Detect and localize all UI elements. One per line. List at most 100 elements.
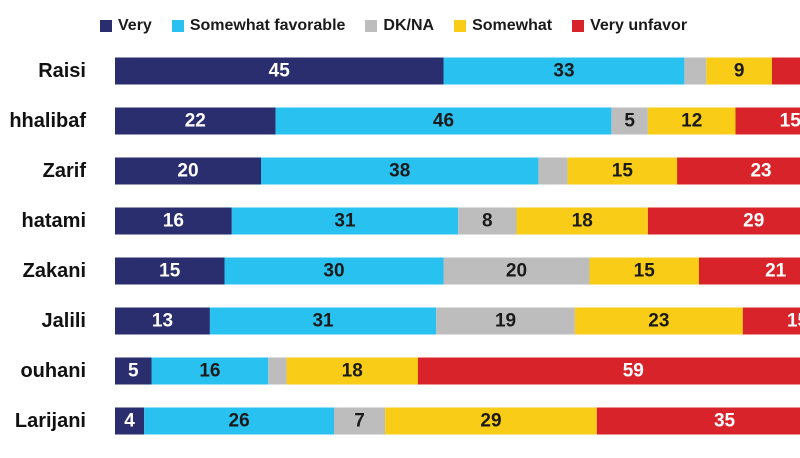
bar-zakani-dk-na <box>443 257 590 285</box>
bar-raisi-somewhat-favorable <box>443 57 685 85</box>
legend-swatch-somewhat-favorable <box>171 20 184 32</box>
value-label-zakani-very-unfavor: 21 <box>765 261 787 282</box>
bar-raisi-very <box>115 57 444 85</box>
value-label-zarif-somewhat: 15 <box>612 161 634 182</box>
legend-swatch-dk-na <box>365 20 378 32</box>
bar-hhalibaf-somewhat <box>647 107 736 135</box>
bar-ouhani-somewhat <box>286 357 418 385</box>
legend-label-very: Very <box>118 17 152 34</box>
bar-raisi-dk-na <box>684 57 707 85</box>
value-label-hhalibaf-dk-na: 5 <box>624 111 635 132</box>
bar-zakani-very <box>115 257 225 285</box>
category-label-larijani: Larijani <box>15 410 86 432</box>
value-label-hatami-dk-na: 8 <box>482 211 493 232</box>
bar-larijani-somewhat-favorable <box>144 407 334 435</box>
bar-zarif-somewhat <box>567 157 678 185</box>
value-label-hhalibaf-very-unfavor: 15 <box>780 111 800 132</box>
bar-hatami-somewhat <box>516 207 648 235</box>
bar-zakani-somewhat-favorable <box>224 257 444 285</box>
value-label-ouhani-somewhat: 18 <box>342 361 363 382</box>
legend-item-very: Very <box>100 17 152 35</box>
bar-hatami-very-unfavor <box>647 207 800 235</box>
value-label-hhalibaf-very: 22 <box>185 111 206 132</box>
category-label-hatami: hatami <box>22 210 86 232</box>
bar-larijani-somewhat <box>385 407 597 435</box>
bar-raisi-somewhat <box>706 57 772 85</box>
bar-jalili-dk-na <box>436 307 575 335</box>
legend-label-dk-na: DK/NA <box>383 17 435 34</box>
bar-jalili-somewhat <box>574 307 743 335</box>
value-label-jalili-very: 13 <box>152 311 173 332</box>
legend-item-very-unfavor: Very unfavor <box>572 17 687 35</box>
bar-zakani-somewhat <box>589 257 699 285</box>
bar-ouhani-very-unfavor <box>417 357 800 385</box>
category-label-raisi: Raisi <box>38 60 86 82</box>
value-label-ouhani-very-unfavor: 59 <box>623 361 644 382</box>
category-label-zarif: Zarif <box>43 160 87 182</box>
bar-hatami-very <box>115 207 232 235</box>
value-label-hatami-somewhat: 18 <box>572 211 593 232</box>
value-label-raisi-somewhat-favorable: 33 <box>553 61 574 82</box>
value-label-zakani-somewhat-favorable: 30 <box>323 261 344 282</box>
category-label-ouhani: ouhani <box>20 360 86 382</box>
value-label-zakani-somewhat: 15 <box>634 261 656 282</box>
bar-hhalibaf-somewhat-favorable <box>275 107 612 135</box>
bar-raisi-very-unfavor <box>772 57 800 85</box>
bar-hhalibaf-very-unfavor <box>735 107 800 135</box>
legend-item-somewhat-favorable: Somewhat favorable <box>171 17 346 35</box>
value-label-jalili-dk-na: 19 <box>495 311 516 332</box>
category-label-hhalibaf: hhalibaf <box>9 110 86 132</box>
value-label-ouhani-very: 5 <box>128 361 139 382</box>
legend-swatch-very-unfavor <box>572 20 585 32</box>
category-label-jalili: Jalili <box>42 310 86 332</box>
legend-swatch-somewhat <box>454 20 467 32</box>
value-label-larijani-dk-na: 7 <box>354 411 365 432</box>
value-label-jalili-somewhat-favorable: 31 <box>312 311 334 332</box>
bar-larijani-very-unfavor <box>596 407 800 435</box>
value-label-hatami-somewhat-favorable: 31 <box>334 211 356 232</box>
value-label-raisi-somewhat: 9 <box>734 61 745 82</box>
bar-larijani-very <box>115 407 145 435</box>
bar-jalili-somewhat-favorable <box>209 307 437 335</box>
value-label-larijani-very: 4 <box>124 411 135 432</box>
bar-hatami-somewhat-favorable <box>231 207 459 235</box>
value-label-ouhani-somewhat-favorable: 16 <box>199 361 220 382</box>
bar-ouhani-dk-na <box>268 357 287 385</box>
value-label-hhalibaf-somewhat: 12 <box>681 111 702 132</box>
value-label-jalili-very-unfavor: 15 <box>787 311 800 332</box>
value-label-jalili-somewhat: 23 <box>648 311 669 332</box>
legend-item-somewhat: Somewhat <box>454 17 552 35</box>
value-label-zakani-very: 15 <box>159 261 181 282</box>
bar-jalili-very <box>115 307 210 335</box>
legend-label-very-unfavor: Very unfavor <box>590 17 688 34</box>
legend-item-dk-na: DK/NA <box>365 17 434 35</box>
bar-zarif-dk-na <box>538 157 568 185</box>
bar-hatami-dk-na <box>458 207 517 235</box>
value-label-zarif-somewhat-favorable: 38 <box>389 161 410 182</box>
bar-ouhani-very <box>115 357 152 385</box>
bar-hhalibaf-very <box>115 107 276 135</box>
bar-larijani-dk-na <box>334 407 386 435</box>
value-label-hatami-very: 16 <box>163 211 184 232</box>
value-label-zarif-very-unfavor: 23 <box>750 161 771 182</box>
legend: Very Somewhat favorable DK/NA Somewhat V… <box>100 14 707 38</box>
value-label-larijani-somewhat: 29 <box>480 411 501 432</box>
bar-jalili-very-unfavor <box>742 307 800 335</box>
bar-zarif-somewhat-favorable <box>261 157 539 185</box>
value-label-raisi-very: 45 <box>269 61 291 82</box>
value-label-larijani-very-unfavor: 35 <box>714 411 736 432</box>
value-label-hhalibaf-somewhat-favorable: 46 <box>433 111 454 132</box>
value-label-larijani-somewhat-favorable: 26 <box>229 411 250 432</box>
bar-ouhani-somewhat-favorable <box>151 357 269 385</box>
bar-zarif-very-unfavor <box>677 157 800 185</box>
category-label-zakani: Zakani <box>23 260 86 282</box>
legend-label-somewhat-favorable: Somewhat favorable <box>189 17 346 34</box>
value-label-zakani-dk-na: 20 <box>506 261 527 282</box>
value-label-zarif-very: 20 <box>177 161 198 182</box>
bar-zarif-very <box>115 157 261 185</box>
legend-label-somewhat: Somewhat <box>472 17 553 34</box>
bar-zakani-very-unfavor <box>699 257 800 285</box>
value-label-hatami-very-unfavor: 29 <box>743 211 764 232</box>
